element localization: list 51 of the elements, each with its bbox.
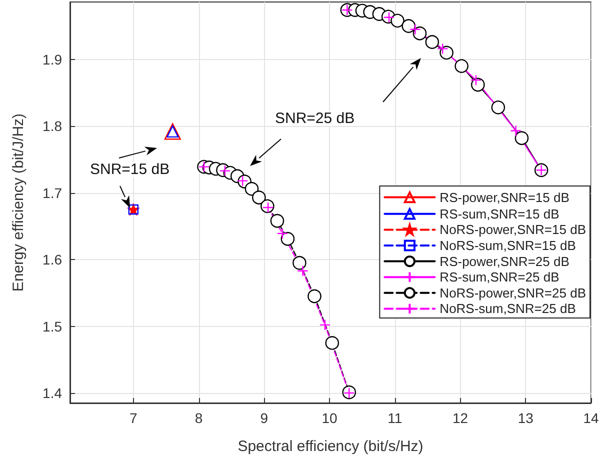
legend-label: NoRS-sum,SNR=15 dB <box>440 238 576 253</box>
point <box>252 190 266 204</box>
legend-label: NoRS-sum,SNR=25 dB <box>440 301 576 316</box>
y-tick-label: 1.8 <box>42 118 62 134</box>
point <box>437 43 448 54</box>
y-axis-title: Energy efficiency (bit/J/Hz) <box>10 113 27 292</box>
point <box>412 26 427 40</box>
annotation: SNR=25 dB <box>275 110 355 127</box>
point <box>319 319 331 331</box>
point <box>402 19 416 33</box>
x-tick-label: 9 <box>260 410 268 426</box>
annotation: SNR=15 dB <box>90 161 170 178</box>
y-tick-label: 1.6 <box>42 252 62 268</box>
point <box>297 265 308 276</box>
point <box>276 228 288 240</box>
x-tick-label: 7 <box>130 410 138 426</box>
point <box>325 336 340 350</box>
point <box>262 202 274 214</box>
x-tick-label: 8 <box>194 410 203 426</box>
point <box>491 100 506 114</box>
point <box>292 256 306 270</box>
point <box>514 131 529 146</box>
legend-label: NoRS-power,SNR=15 dB <box>440 222 586 238</box>
y-tick-label: 1.7 <box>42 184 62 201</box>
point <box>454 59 468 73</box>
x-tick-label: 13 <box>518 410 534 426</box>
legend-label: RS-power,SNR=25 dB <box>440 254 570 269</box>
point <box>236 175 248 186</box>
legend-label: NoRS-power,SNR=25 dB <box>440 285 586 300</box>
point <box>270 214 284 228</box>
point <box>308 289 322 304</box>
point <box>410 24 421 35</box>
legend-label: RS-sum,SNR=15 dB <box>440 206 560 222</box>
y-tick-label: 1.5 <box>42 318 62 334</box>
point <box>510 125 522 136</box>
point <box>219 165 231 176</box>
point <box>471 78 485 92</box>
y-tick-label: 1.9 <box>42 51 62 68</box>
x-tick-label: 14 <box>583 410 599 426</box>
x-tick-label: 12 <box>452 410 468 426</box>
legend-label: RS-power,SNR=15 dB <box>440 190 570 205</box>
y-tick-label: 1.4 <box>42 384 62 401</box>
x-tick-label: 11 <box>388 410 402 426</box>
point <box>470 74 482 86</box>
point <box>425 35 440 49</box>
point <box>280 232 295 246</box>
point <box>244 182 259 196</box>
x-tick-label: 10 <box>322 410 338 426</box>
x-axis-title: Spectral efficiency (bit/s/Hz) <box>238 438 424 455</box>
point <box>390 14 404 28</box>
legend-label: RS-sum,SNR=25 dB <box>440 270 560 285</box>
